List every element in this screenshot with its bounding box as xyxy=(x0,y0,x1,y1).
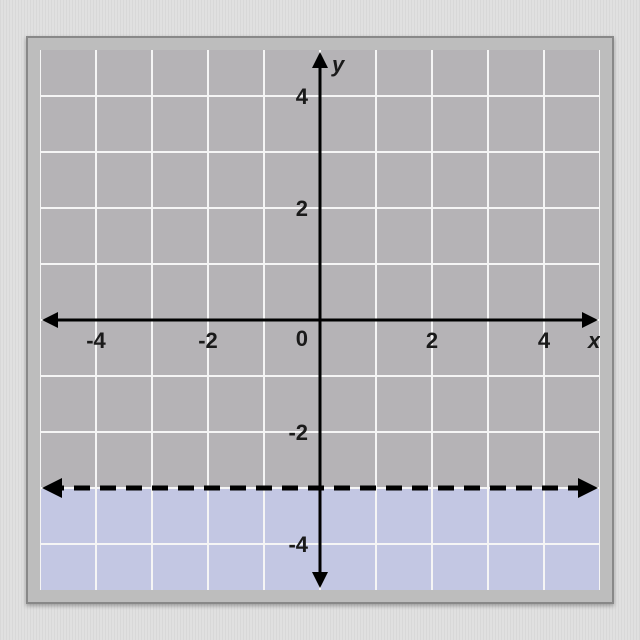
svg-text:-4: -4 xyxy=(86,328,106,353)
svg-text:4: 4 xyxy=(296,84,309,109)
svg-text:4: 4 xyxy=(538,328,551,353)
chart-frame: -4 -2 2 4 -4 -2 2 4 0 x y xyxy=(26,36,614,604)
svg-text:2: 2 xyxy=(296,196,308,221)
svg-text:-2: -2 xyxy=(198,328,218,353)
svg-text:2: 2 xyxy=(426,328,438,353)
svg-text:x: x xyxy=(587,328,600,353)
svg-text:-2: -2 xyxy=(288,420,308,445)
svg-text:-4: -4 xyxy=(288,532,308,557)
inequality-chart: -4 -2 2 4 -4 -2 2 4 0 x y xyxy=(40,50,600,590)
chart-svg: -4 -2 2 4 -4 -2 2 4 0 x y xyxy=(40,50,600,590)
svg-text:0: 0 xyxy=(296,326,308,351)
svg-text:y: y xyxy=(331,52,346,77)
